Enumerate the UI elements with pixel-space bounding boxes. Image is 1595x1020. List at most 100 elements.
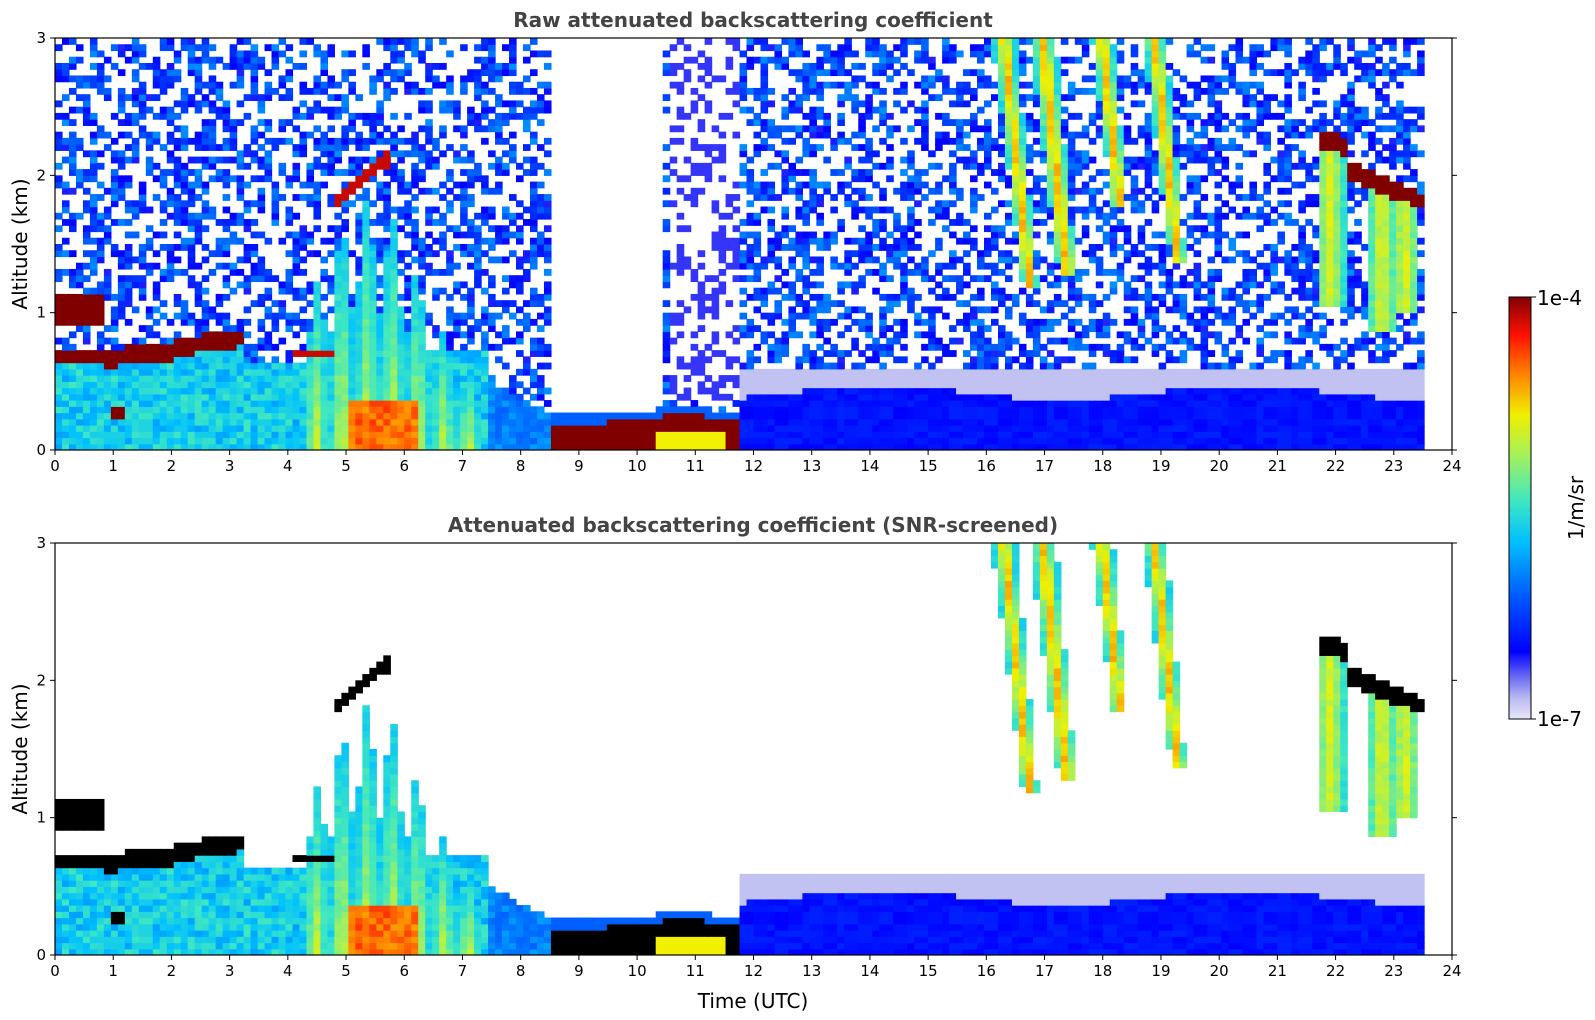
heatmap-cell [481, 87, 489, 95]
heatmap-cell [1018, 150, 1027, 158]
heatmap-cell [648, 431, 657, 439]
heatmap-cell [893, 337, 901, 345]
heatmap-cell [543, 256, 552, 264]
heatmap-cell [180, 125, 189, 133]
heatmap-cell [390, 312, 398, 320]
heatmap-cell [341, 94, 349, 102]
heatmap-cell [124, 381, 133, 389]
heatmap-cell [1018, 131, 1027, 139]
heatmap-cell [299, 412, 308, 420]
heatmap-cell [774, 275, 783, 283]
heatmap-cell [711, 350, 720, 357]
heatmap-cell [984, 181, 992, 189]
heatmap-cell [327, 437, 335, 445]
heatmap-cell [362, 250, 370, 258]
heatmap-cell [529, 181, 538, 189]
heatmap-cell [886, 162, 894, 170]
heatmap-cell [173, 268, 182, 276]
heatmap-cell [250, 50, 259, 58]
heatmap-cell [914, 81, 922, 89]
heatmap-cell [802, 219, 810, 226]
heatmap-cell [746, 393, 755, 401]
heatmap-cell [935, 187, 943, 195]
heatmap-cell [963, 375, 971, 382]
heatmap-cell [215, 300, 224, 308]
heatmap-cell [439, 38, 447, 45]
heatmap-cell [250, 406, 259, 414]
heatmap-cell [809, 281, 817, 289]
heatmap-cell [516, 350, 524, 357]
heatmap-cell [103, 393, 112, 401]
heatmap-cell [320, 443, 329, 450]
heatmap-cell [425, 393, 433, 401]
heatmap-cell [166, 393, 175, 401]
heatmap-cell [201, 337, 210, 345]
heatmap-cell [278, 38, 287, 45]
heatmap-cell [788, 50, 797, 58]
heatmap-cell [369, 406, 377, 414]
heatmap-cell [872, 162, 880, 170]
heatmap-cell [997, 350, 1006, 357]
heatmap-cell [935, 131, 943, 139]
heatmap-cell [278, 75, 287, 83]
heatmap-cell [306, 181, 315, 189]
heatmap-cell [865, 443, 873, 450]
heatmap-cell [194, 431, 203, 439]
heatmap-cell [446, 337, 454, 345]
heatmap-cell [446, 106, 454, 114]
heatmap-cell [89, 194, 98, 201]
heatmap-cell [1004, 137, 1013, 145]
heatmap-cell [348, 187, 356, 195]
heatmap-cell [865, 137, 873, 145]
heatmap-cell [509, 231, 517, 239]
heatmap-cell [341, 75, 349, 83]
heatmap-cell [376, 412, 384, 420]
heatmap-cell [1011, 212, 1020, 220]
heatmap-cell [809, 69, 817, 77]
heatmap-cell [893, 331, 901, 339]
heatmap-cell [460, 393, 468, 401]
heatmap-cell [809, 443, 817, 450]
heatmap-cell [257, 300, 266, 308]
heatmap-cell [61, 400, 70, 407]
heatmap-cell [390, 175, 398, 183]
heatmap-cell [718, 431, 727, 439]
heatmap-cell [271, 381, 280, 389]
heatmap-cell [264, 175, 273, 183]
heatmap-cell [425, 368, 433, 376]
heatmap-cell [697, 356, 706, 364]
heatmap-cell [753, 437, 762, 445]
heatmap-cell [481, 343, 489, 351]
heatmap-cell [432, 156, 440, 164]
heatmap-cell [488, 87, 496, 95]
heatmap-cell [453, 231, 461, 239]
heatmap-cell [55, 431, 63, 439]
heatmap-cell [900, 400, 908, 407]
heatmap-cell [229, 56, 238, 64]
heatmap-cell [830, 393, 838, 401]
heatmap-cell [879, 62, 887, 70]
heatmap-cell [970, 368, 978, 376]
heatmap-cell [320, 268, 329, 276]
heatmap-cell [383, 181, 391, 189]
heatmap-cell [1004, 250, 1013, 258]
heatmap-cell [865, 412, 873, 420]
heatmap-cell [767, 350, 776, 357]
heatmap-cell [977, 412, 985, 420]
heatmap-cell [271, 194, 280, 201]
heatmap-cell [844, 350, 852, 357]
heatmap-cell [809, 187, 817, 195]
heatmap-cell [194, 212, 203, 220]
heatmap-cell [390, 437, 398, 445]
heatmap-cell [949, 50, 957, 58]
heatmap-cell [404, 250, 412, 258]
heatmap-cell [578, 412, 587, 420]
heatmap-cell [264, 156, 273, 164]
heatmap-cell [236, 412, 245, 420]
heatmap-cell [418, 318, 426, 326]
heatmap-cell [229, 175, 238, 183]
heatmap-cell [96, 194, 105, 201]
heatmap-cell [222, 312, 231, 320]
heatmap-cell [669, 387, 678, 395]
heatmap-cell [89, 225, 98, 233]
